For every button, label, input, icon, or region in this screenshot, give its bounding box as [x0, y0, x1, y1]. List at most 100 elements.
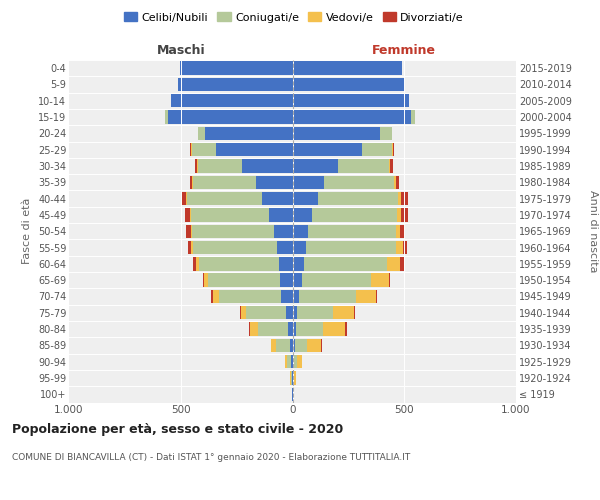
Bar: [389, 274, 391, 287]
Bar: [401, 192, 407, 205]
Bar: [396, 224, 400, 238]
Text: Popolazione per età, sesso e stato civile - 2020: Popolazione per età, sesso e stato civil…: [12, 422, 343, 436]
Bar: [293, 78, 404, 91]
Bar: [401, 208, 407, 222]
Bar: [293, 224, 308, 238]
Bar: [338, 160, 389, 172]
Bar: [186, 224, 191, 238]
Bar: [295, 338, 307, 352]
Bar: [290, 338, 293, 352]
Bar: [250, 322, 258, 336]
Bar: [293, 306, 297, 320]
Bar: [293, 110, 412, 124]
Bar: [241, 306, 245, 320]
Bar: [193, 257, 196, 270]
Text: COMUNE DI BIANCAVILLA (CT) - Dati ISTAT 1° gennaio 2020 - Elaborazione TUTTITALI: COMUNE DI BIANCAVILLA (CT) - Dati ISTAT …: [12, 452, 410, 462]
Bar: [371, 274, 389, 287]
Bar: [298, 355, 302, 368]
Bar: [256, 176, 293, 189]
Bar: [262, 192, 293, 205]
Y-axis label: Anni di nascita: Anni di nascita: [589, 190, 598, 272]
Bar: [412, 110, 415, 124]
Bar: [294, 372, 296, 384]
Bar: [333, 306, 353, 320]
Bar: [188, 241, 191, 254]
Bar: [197, 160, 198, 172]
Bar: [199, 257, 278, 270]
Bar: [293, 126, 380, 140]
Bar: [293, 143, 362, 156]
Legend: Celibi/Nubili, Coniugati/e, Vedovi/e, Divorziati/e: Celibi/Nubili, Coniugati/e, Vedovi/e, Di…: [119, 8, 469, 27]
Bar: [304, 257, 387, 270]
Bar: [387, 257, 400, 270]
Bar: [293, 192, 317, 205]
Bar: [392, 143, 394, 156]
Bar: [293, 62, 403, 75]
Bar: [278, 257, 293, 270]
Bar: [391, 160, 393, 172]
Bar: [191, 143, 192, 156]
Bar: [193, 241, 277, 254]
Bar: [400, 257, 404, 270]
Bar: [376, 290, 377, 303]
Bar: [291, 355, 293, 368]
Bar: [280, 274, 293, 287]
Bar: [293, 355, 298, 368]
Bar: [308, 224, 396, 238]
Bar: [193, 176, 256, 189]
Bar: [165, 110, 168, 124]
Bar: [245, 306, 286, 320]
Bar: [219, 290, 281, 303]
Bar: [242, 160, 293, 172]
Bar: [190, 176, 193, 189]
Bar: [292, 372, 293, 384]
Bar: [356, 290, 376, 303]
Bar: [205, 126, 293, 140]
Y-axis label: Fasce di età: Fasce di età: [22, 198, 32, 264]
Bar: [168, 110, 293, 124]
Bar: [240, 306, 241, 320]
Bar: [395, 176, 399, 189]
Bar: [185, 192, 187, 205]
Bar: [293, 241, 306, 254]
Bar: [185, 208, 190, 222]
Text: Femmine: Femmine: [372, 44, 436, 57]
Bar: [271, 338, 276, 352]
Bar: [396, 241, 403, 254]
Bar: [380, 126, 392, 140]
Bar: [192, 143, 216, 156]
Bar: [178, 78, 293, 91]
Bar: [291, 372, 292, 384]
Bar: [293, 290, 299, 303]
Bar: [296, 322, 323, 336]
Bar: [346, 322, 347, 336]
Bar: [389, 160, 391, 172]
Bar: [287, 355, 291, 368]
Bar: [203, 274, 204, 287]
Bar: [299, 290, 356, 303]
Bar: [297, 306, 333, 320]
Bar: [293, 274, 302, 287]
Bar: [323, 322, 346, 336]
Bar: [281, 290, 293, 303]
Bar: [191, 224, 192, 238]
Bar: [293, 160, 338, 172]
Bar: [213, 290, 219, 303]
Bar: [198, 160, 242, 172]
Bar: [211, 290, 213, 303]
Bar: [317, 192, 398, 205]
Bar: [293, 257, 304, 270]
Bar: [362, 143, 392, 156]
Bar: [196, 257, 199, 270]
Bar: [400, 224, 405, 238]
Bar: [302, 274, 371, 287]
Bar: [403, 241, 407, 254]
Bar: [277, 241, 293, 254]
Bar: [269, 208, 293, 222]
Bar: [353, 306, 355, 320]
Bar: [293, 338, 295, 352]
Bar: [198, 126, 205, 140]
Bar: [190, 143, 191, 156]
Bar: [307, 338, 321, 352]
Bar: [274, 224, 293, 238]
